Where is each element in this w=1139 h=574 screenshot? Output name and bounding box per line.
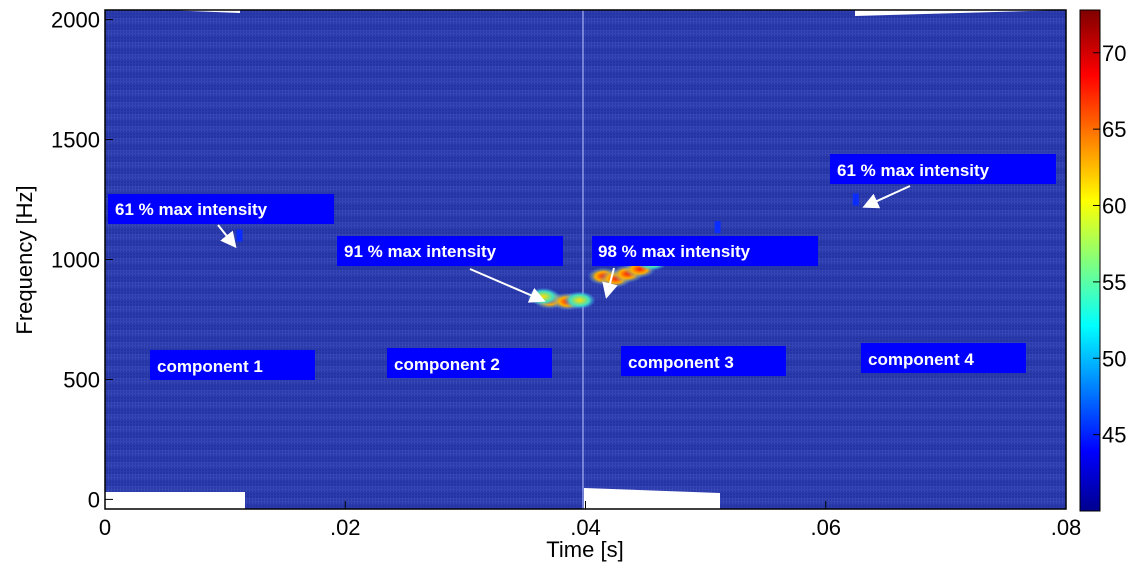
y-axis-label: Frequency [Hz] <box>12 185 37 334</box>
y-tick-label: 0 <box>88 487 100 512</box>
annotations: 61 % max intensity 91 % max intensity 98… <box>108 154 1056 380</box>
x-tick-label: .06 <box>810 515 841 540</box>
y-tick-label: 1500 <box>51 128 100 153</box>
x-tick-label: .08 <box>1051 515 1082 540</box>
component-label: component 3 <box>628 353 734 372</box>
annotation-label: 91 % max intensity <box>344 242 497 261</box>
y-tick-label: 500 <box>63 367 100 392</box>
hotspot <box>563 291 596 310</box>
colorbar-tick-label: 55 <box>1102 270 1126 295</box>
annotation-label: 98 % max intensity <box>598 242 751 261</box>
annotation-label: 61 % max intensity <box>115 200 268 219</box>
component-label: component 4 <box>868 350 974 369</box>
annotation-label: 61 % max intensity <box>837 161 990 180</box>
x-tick-label: 0 <box>99 515 111 540</box>
colorbar: 45 50 55 60 65 70 <box>1079 9 1126 512</box>
hotspot <box>236 229 243 242</box>
colorbar-tick-label: 45 <box>1102 423 1126 448</box>
component-label: component 1 <box>157 357 263 376</box>
x-tick-label: .02 <box>330 515 361 540</box>
hotspot <box>714 221 721 234</box>
plot-area <box>104 9 1067 510</box>
x-tick-label: .04 <box>570 515 601 540</box>
colorbar-tick-label: 60 <box>1102 194 1126 219</box>
colorbar-tick-label: 65 <box>1102 117 1126 142</box>
y-tick-label: 1000 <box>51 248 100 273</box>
colorbar-tick-label: 50 <box>1102 346 1126 371</box>
colorbar-gradient <box>1079 9 1101 512</box>
y-tick-label: 2000 <box>51 8 100 33</box>
component-label: component 2 <box>394 355 500 374</box>
hotspot <box>852 193 859 206</box>
x-axis-label: Time [s] <box>546 537 623 562</box>
colorbar-tick-label: 70 <box>1102 41 1126 66</box>
